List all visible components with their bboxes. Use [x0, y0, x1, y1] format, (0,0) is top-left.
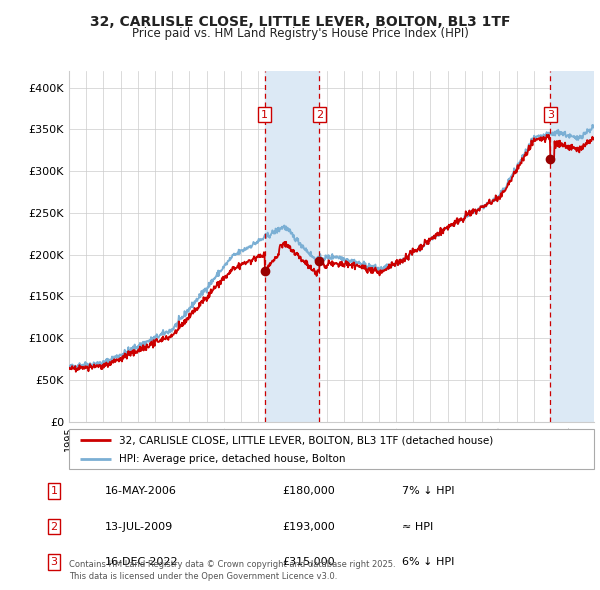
- Bar: [550, 71, 594, 422]
- Text: 3: 3: [50, 557, 58, 567]
- Text: ≈ HPI: ≈ HPI: [402, 522, 433, 532]
- Text: 16-DEC-2022: 16-DEC-2022: [105, 557, 179, 567]
- Text: HPI: Average price, detached house, Bolton: HPI: Average price, detached house, Bolt…: [119, 454, 346, 464]
- Text: Price paid vs. HM Land Registry's House Price Index (HPI): Price paid vs. HM Land Registry's House …: [131, 27, 469, 40]
- Text: 2: 2: [50, 522, 58, 532]
- Text: 6% ↓ HPI: 6% ↓ HPI: [402, 557, 454, 567]
- Text: 16-MAY-2006: 16-MAY-2006: [105, 486, 177, 496]
- Text: 13-JUL-2009: 13-JUL-2009: [105, 522, 173, 532]
- Text: 1: 1: [50, 486, 58, 496]
- Text: £315,000: £315,000: [282, 557, 335, 567]
- Text: 7% ↓ HPI: 7% ↓ HPI: [402, 486, 455, 496]
- Text: 1: 1: [261, 110, 268, 120]
- Text: 32, CARLISLE CLOSE, LITTLE LEVER, BOLTON, BL3 1TF: 32, CARLISLE CLOSE, LITTLE LEVER, BOLTON…: [90, 15, 510, 29]
- Text: £180,000: £180,000: [282, 486, 335, 496]
- Text: 3: 3: [547, 110, 554, 120]
- Bar: [265, 71, 319, 422]
- Text: 32, CARLISLE CLOSE, LITTLE LEVER, BOLTON, BL3 1TF (detached house): 32, CARLISLE CLOSE, LITTLE LEVER, BOLTON…: [119, 435, 493, 445]
- Text: £193,000: £193,000: [282, 522, 335, 532]
- Text: Contains HM Land Registry data © Crown copyright and database right 2025.
This d: Contains HM Land Registry data © Crown c…: [69, 560, 395, 581]
- Text: 2: 2: [316, 110, 323, 120]
